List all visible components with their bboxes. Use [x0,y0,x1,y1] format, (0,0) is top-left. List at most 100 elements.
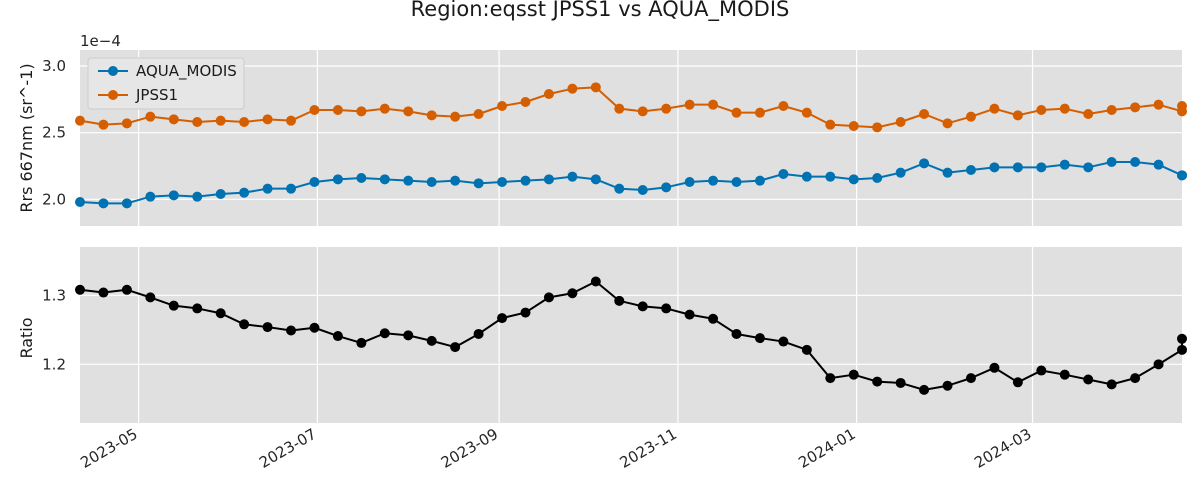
top-series-jpss1-point-38 [965,111,976,122]
bottom-panel: 1.2 1.3 Ratio 2023-05 2023-07 2023-09 2023-1… [17,247,1187,472]
x-tick-label-4: 2024-01 [795,425,858,472]
top-series-aqua-modis-point-28 [731,177,742,187]
top-series-aqua-modis-point-3 [145,191,156,202]
top-series-jpss1-point-8 [262,114,273,125]
bottom-series-0-point-23 [614,295,625,306]
top-series-aqua-modis-point-46 [1153,159,1164,170]
top-series-aqua-modis-point-17 [473,178,484,189]
top-series-aqua-modis-point-22 [590,174,601,185]
top-plot-area [80,50,1182,226]
bottom-series-0-point-36 [919,384,930,395]
top-series-aqua-modis-point-15 [426,177,437,187]
top-series-aqua-modis-point-48 [1177,170,1187,181]
y-offset-label: 1e−4 [80,32,121,50]
bottom-series-0-point-30 [778,336,789,347]
top-series-jpss1-point-33 [848,121,859,131]
top-series-aqua-modis-point-4 [168,190,179,201]
top-series-jpss1-point-34 [872,122,883,133]
top-series [75,82,1187,209]
top-series-jpss1-point-2 [121,118,132,129]
top-series-aqua-modis-point-39 [989,162,1000,173]
top-series-aqua-modis-point-34 [872,173,883,183]
top-series-aqua-modis-point-18 [497,177,508,187]
top-series-jpss1-point-5 [192,117,203,127]
bottom-series-0-point-34 [872,376,883,387]
bottom-series-0-point-28 [731,328,742,339]
top-series-aqua-modis-point-25 [661,182,672,193]
top-panel: 2.0 2.5 3.0 1e−4 Rrs 667nm (sr^-1) AQUA_MO… [17,32,1187,226]
top-series-jpss1-point-16 [450,111,461,122]
top-series-aqua-modis-point-29 [754,175,765,186]
top-series-jpss1-point-0 [75,115,85,126]
top-series-jpss1-point-15 [426,110,437,121]
bottom-series-0-point-2 [121,284,132,295]
bottom-series-0-point-19 [520,307,531,318]
top-series-jpss1-point-31 [801,107,812,118]
x-tick-label-3: 2023-11 [617,425,680,472]
bottom-series-0-point-35 [895,377,906,388]
bottom-series-0-point-12 [356,337,367,348]
x-tick-labels: 2023-05 2023-07 2023-09 2023-11 2024-01 2024-… [77,425,1034,472]
top-series-aqua-modis-point-44 [1106,157,1117,167]
bottom-grid [80,247,1182,423]
top-y-axis-label: Rrs 667nm (sr^-1) [17,63,36,212]
top-series-jpss1-point-27 [708,99,719,110]
top-series-aqua-modis-point-13 [379,174,390,185]
bottom-series-0-point-15 [426,335,437,346]
bottom-series-0-point-9 [286,325,297,336]
top-series-jpss1-point-3 [145,111,156,122]
top-series-aqua-modis-point-8 [262,183,273,194]
bottom-series-0-point-0 [75,284,85,295]
top-series-jpss1-point-30 [778,101,789,111]
bottom-y-axis-label: Ratio [17,317,36,358]
top-series-jpss1-point-13 [379,103,390,114]
top-series-aqua-modis-point-40 [1012,162,1023,173]
top-series-aqua-modis-point-14 [403,175,414,186]
top-series-jpss1-point-1 [98,119,109,130]
bottom-series-0-point-7 [239,319,250,330]
top-y-tick-label-2: 3.0 [42,57,66,75]
top-series-aqua-modis-point-26 [684,177,695,187]
bottom-series-0-point-46 [1153,359,1164,370]
top-series-aqua-modis-point-33 [848,174,859,185]
x-tick-label-2: 2023-09 [438,425,501,472]
top-series-aqua-modis-point-16 [450,175,461,186]
legend-marker-jpss1 [108,90,118,100]
legend-marker-aqua [108,66,118,76]
top-series-jpss1-point-40 [1012,110,1023,121]
bottom-series-0-point-16 [450,342,461,353]
bottom-series-0-point-45 [1130,373,1141,384]
top-series-aqua-modis-point-7 [239,187,250,198]
top-series-jpss1-point-41 [1036,105,1047,115]
top-series-jpss1-point-43 [1083,109,1094,119]
top-series-jpss1-point-28 [731,107,742,118]
top-series-jpss1-point-18 [497,101,508,111]
top-series-jpss1-point-23 [614,103,625,114]
top-series-aqua-modis-point-20 [543,174,554,185]
top-series-jpss1-point-42 [1059,103,1070,114]
top-series-aqua-modis-point-41 [1036,162,1047,173]
bottom-series-0-point-18 [497,313,508,324]
top-series-aqua-modis-point-2 [121,198,132,209]
bottom-series-0-point-6 [215,308,226,319]
top-series-aqua-modis-point-6 [215,189,226,199]
x-tick-label-0: 2023-05 [77,425,140,472]
bottom-y-tick-label-0: 1.2 [42,355,66,373]
legend-label-aqua: AQUA_MODIS [136,62,237,81]
top-series-jpss1-point-6 [215,115,226,126]
top-series-jpss1-point-4 [168,114,179,125]
bottom-series-0-point-48 [1177,333,1187,344]
top-series-aqua-modis-point-11 [332,174,343,185]
bottom-y-ticks: 1.2 1.3 [42,286,66,373]
top-series-aqua-modis-point-31 [801,171,812,182]
bottom-series-0-point-3 [145,292,156,303]
top-series-jpss1-point-39 [989,103,1000,114]
bottom-series-0-point-42 [1059,369,1070,380]
top-series-aqua-modis-point-37 [942,167,953,178]
bottom-series-0-point-26 [684,309,695,320]
bottom-series-0-point-37 [942,380,953,391]
bottom-series-0-point-24 [637,301,648,312]
top-series-jpss1-point-36 [919,109,930,119]
top-series-jpss1-point-22 [590,82,601,93]
top-series-aqua-modis-point-42 [1059,159,1070,170]
